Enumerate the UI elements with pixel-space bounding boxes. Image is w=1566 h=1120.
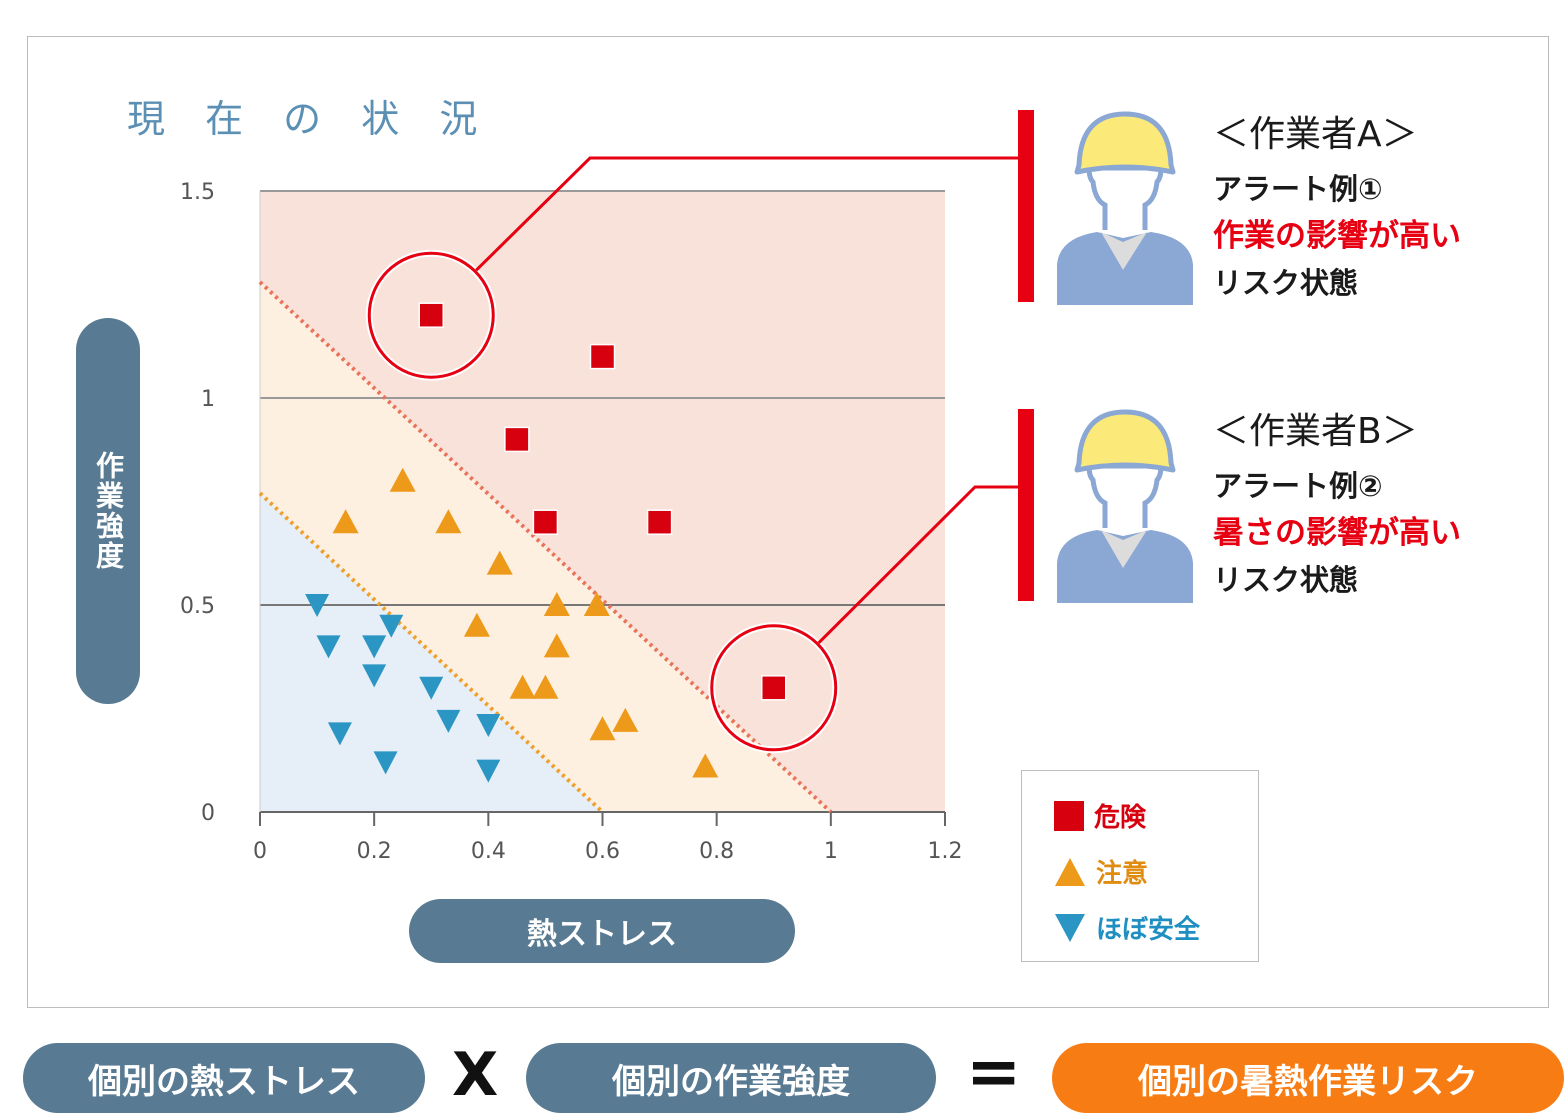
safe-point [316, 635, 341, 659]
worker-b-title: ＜作業者B＞ [1213, 411, 1418, 452]
y-tick-label: 1 [201, 387, 215, 412]
data-points [305, 302, 787, 783]
caution-point [486, 550, 513, 575]
zone-boundaries [258, 280, 833, 814]
danger-point [589, 343, 616, 370]
danger-point [418, 302, 444, 328]
safe-point [436, 709, 461, 733]
caution-point [583, 592, 610, 616]
safe-point [327, 722, 352, 746]
caution-point [332, 509, 359, 534]
square-icon [1054, 800, 1084, 831]
caution-point [543, 592, 570, 616]
worker-b-state: リスク状態 [1213, 563, 1359, 597]
worker-b-text: ＜作業者B＞ アラート例② 暑さの影響が高い リスク状態 [1213, 414, 1461, 612]
caution-point [612, 707, 639, 732]
danger-point [646, 509, 673, 535]
danger-point [504, 426, 530, 453]
triangle-up-icon [1055, 857, 1085, 886]
danger-point [532, 509, 559, 535]
formula-heat-stress: 個別の熱ストレス [23, 1043, 425, 1113]
x-tick-label: 1 [824, 839, 838, 864]
formula-times: X [452, 1040, 499, 1110]
safe-point [373, 751, 398, 775]
legend-label-caution: 注意 [1096, 859, 1149, 889]
worker-a-bar [1018, 110, 1034, 302]
safe-point [362, 664, 387, 688]
callout-circle-b [710, 624, 838, 752]
worker-a-title: ＜作業者A＞ [1213, 114, 1418, 155]
caution-point [509, 674, 536, 699]
caution-point [692, 753, 719, 778]
caution-point [543, 633, 570, 658]
y-axis-label: 作業強度 [76, 318, 140, 704]
worker-a-alert: アラート例① [1213, 172, 1383, 206]
caution-point [389, 467, 416, 492]
safe-point [362, 635, 387, 659]
worker-a-risk: 作業の影響が高い [1213, 218, 1461, 254]
worker-a-text: ＜作業者A＞ アラート例① 作業の影響が高い リスク状態 [1213, 117, 1461, 315]
safe-point [419, 676, 444, 700]
worker-b-bar [1018, 409, 1034, 601]
worker-icon [1057, 111, 1193, 305]
axes: 0 0.2 0.4 0.6 0.8 1 1.2 0 0.5 1 1.5 [180, 180, 963, 864]
chart-title: 現 在 の 状 況 [127, 97, 492, 141]
caution-point [589, 716, 616, 741]
formula-equals: = [966, 1033, 1022, 1110]
legend-item-caution: 注意 [1054, 853, 1148, 890]
safe-point [476, 759, 501, 783]
callout-line-a [475, 156, 1018, 272]
caution-point [435, 509, 462, 534]
y-tick-label: 0 [201, 801, 215, 826]
triangle-down-icon [1055, 913, 1085, 942]
worker-icon [1057, 409, 1193, 603]
callout-circle-a [367, 251, 495, 379]
x-tick-label: 0.2 [357, 839, 392, 864]
chart-legend: 危険 注意 ほぼ安全 [1021, 770, 1259, 962]
danger-point [761, 675, 787, 701]
callout-lines [365, 156, 1018, 754]
worker-a-state: リスク状態 [1213, 266, 1359, 300]
y-tick-label: 1.5 [180, 180, 215, 205]
x-tick-label: 0 [253, 839, 267, 864]
y-axis-label-text: 作業強度 [92, 451, 125, 571]
y-tick-label: 0.5 [180, 594, 215, 619]
callout-line-b [817, 485, 1018, 644]
x-tick-label: 1.2 [928, 839, 963, 864]
legend-label-safe: ほぼ安全 [1096, 915, 1201, 945]
caution-boundary-line [258, 491, 604, 814]
worker-b-risk: 暑さの影響が高い [1213, 515, 1461, 551]
x-tick-label: 0.6 [585, 839, 620, 864]
legend-label-danger: 危険 [1094, 803, 1147, 833]
x-tick-label: 0.8 [699, 839, 734, 864]
formula-result: 個別の暑熱作業リスク [1052, 1043, 1564, 1113]
x-axis-label: 熱ストレス [409, 899, 795, 963]
legend-item-danger: 危険 [1054, 797, 1146, 834]
formula-work-intensity: 個別の作業強度 [526, 1043, 936, 1113]
caution-point [463, 612, 490, 637]
worker-b-alert: アラート例② [1213, 469, 1383, 503]
legend-item-safe: ほぼ安全 [1054, 909, 1200, 946]
caution-point [532, 674, 559, 699]
x-tick-label: 0.4 [471, 839, 506, 864]
safe-point [476, 714, 501, 738]
safe-point [305, 594, 330, 617]
safe-point [379, 614, 404, 638]
